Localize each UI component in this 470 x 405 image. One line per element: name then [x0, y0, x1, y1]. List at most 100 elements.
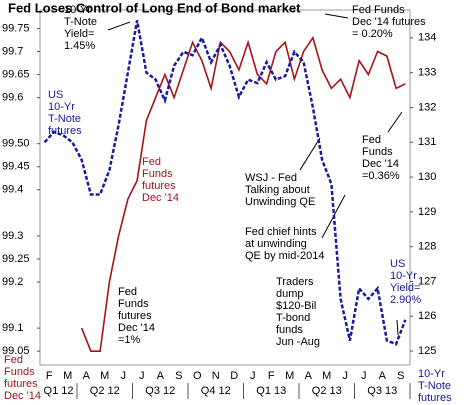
annotation: funds	[276, 324, 303, 336]
y-tick-label: 99.45	[2, 161, 30, 173]
annotation: Dec '14	[362, 158, 399, 170]
arrow	[299, 137, 321, 171]
x-tick-label: O	[193, 370, 202, 382]
y-tick-label: 99.3	[2, 230, 23, 242]
x-tick-label: A	[379, 370, 387, 382]
annotation: Yield=	[64, 28, 94, 40]
y2-axis-title: T-Note	[418, 380, 451, 392]
annotation: =1%	[118, 334, 141, 346]
y-tick-label: 99.05	[2, 345, 30, 357]
x-tick-label: F	[46, 370, 53, 382]
x-tick-label: M	[63, 370, 72, 382]
annotation: 1.45%	[64, 40, 95, 52]
annotation: = 0.20%	[352, 28, 393, 40]
x-tick-label: D	[230, 370, 238, 382]
annotation: T-Note	[48, 113, 81, 125]
series-line	[43, 20, 407, 346]
y-tick-label: 99.1	[2, 322, 23, 334]
x-tick-label: N	[212, 370, 220, 382]
quarter-label: Q1 12	[44, 385, 74, 397]
annotation: QE by mid-2014	[245, 250, 324, 262]
annotation: =0.36%	[362, 170, 400, 182]
x-tick-label: J	[139, 370, 145, 382]
y2-tick-label: 129	[418, 206, 436, 218]
annotation: 10-Yr	[64, 4, 91, 16]
series-line	[80, 35, 406, 352]
y2-tick-label: 131	[418, 136, 436, 148]
annotation: 10-Yr	[48, 101, 75, 113]
annotation: Fed	[118, 286, 137, 298]
x-tick-label: M	[100, 370, 109, 382]
quarter-label: Q4 12	[201, 385, 231, 397]
y-tick-label: 99.65	[2, 68, 30, 80]
annotation: US	[390, 258, 405, 270]
chart-title: Fed Loses Control of Long End of Bond ma…	[8, 0, 301, 15]
x-tick-label: A	[83, 370, 91, 382]
y2-axis-title: 10-Yr	[418, 368, 445, 380]
y2-tick-label: 125	[418, 345, 436, 357]
y-tick-label: 99.2	[2, 276, 23, 288]
quarter-label: Q2 13	[312, 385, 342, 397]
y-tick-label: 99.50	[2, 138, 30, 150]
x-tick-label: A	[305, 370, 313, 382]
annotation: futures	[48, 125, 82, 137]
quarter-label: Q3 13	[367, 385, 397, 397]
y2-tick-label: 127	[418, 275, 436, 287]
y2-tick-label: 128	[418, 241, 436, 253]
arrow	[324, 13, 349, 19]
arrow	[396, 319, 399, 336]
x-tick-label: A	[157, 370, 165, 382]
y-tick-label: 99.25	[2, 253, 30, 265]
annotation: Fed	[142, 156, 161, 168]
annotation: futures	[118, 310, 152, 322]
y-tick-label: 99.75	[2, 22, 30, 34]
y2-tick-label: 126	[418, 310, 436, 322]
annotation: Yield=	[390, 282, 420, 294]
annotation: Funds	[118, 298, 149, 310]
annotation: Jun -Aug	[276, 336, 320, 348]
annotation: Traders	[276, 276, 314, 288]
y2-tick-label: 130	[418, 171, 436, 183]
annotation: dump	[276, 288, 304, 300]
annotation: at unwinding	[245, 238, 307, 250]
annotation: WSJ - Fed	[245, 172, 297, 184]
annotation: Funds	[142, 168, 173, 180]
arrow	[107, 21, 131, 31]
annotation: futures	[142, 180, 176, 192]
x-tick-label: M	[322, 370, 331, 382]
y2-tick-label: 132	[418, 101, 436, 113]
annotation: Funds	[362, 146, 393, 158]
y2-tick-label: 133	[418, 67, 436, 79]
y-axis-title: futures	[4, 378, 38, 390]
x-tick-label: J	[121, 370, 127, 382]
annotation: Fed	[362, 134, 381, 146]
quarter-label: Q3 12	[145, 385, 175, 397]
plot-frame	[39, 9, 411, 366]
y-tick-label: 99.7	[2, 45, 23, 57]
x-tick-label: F	[268, 370, 275, 382]
x-tick-label: M	[285, 370, 294, 382]
y-axis-title: Dec '14	[4, 390, 41, 402]
arrow	[387, 111, 403, 133]
annotation: T-bond	[276, 312, 310, 324]
y-axis-title: Funds	[4, 366, 35, 378]
y2-axis-title: futures	[418, 392, 452, 404]
annotation: Talking about	[245, 184, 310, 196]
x-tick-label: J	[361, 370, 367, 382]
annotation: Fed chief hints	[245, 226, 317, 238]
annotation: Dec '14	[118, 322, 155, 334]
annotation: $120-Bil	[276, 300, 316, 312]
y-axis-title: Fed	[4, 354, 23, 366]
quarter-label: Q1 13	[256, 385, 286, 397]
annotation: 2.90%	[390, 294, 421, 306]
x-tick-label: S	[175, 370, 182, 382]
annotation: Unwinding QE	[245, 196, 315, 208]
annotation: US	[48, 89, 63, 101]
y-tick-label: 99.4	[2, 184, 23, 196]
y-tick-label: 99.6	[2, 92, 23, 104]
x-tick-label: J	[250, 370, 256, 382]
x-tick-label: J	[343, 370, 349, 382]
quarter-label: Q2 12	[90, 385, 120, 397]
y2-tick-label: 134	[418, 32, 436, 44]
